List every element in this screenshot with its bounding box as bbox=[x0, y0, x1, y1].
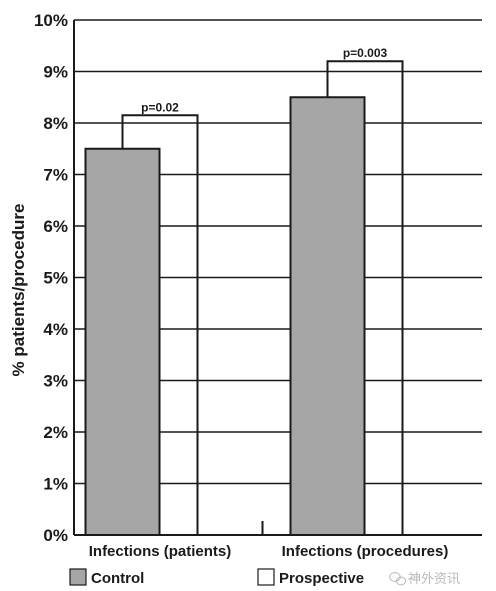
x-category-labels: Infections (patients) Infections (procedu… bbox=[89, 543, 449, 560]
legend-label-control: Control bbox=[91, 570, 144, 587]
p-value-label: p=0.003 bbox=[343, 46, 388, 60]
y-tick-label: 5% bbox=[43, 269, 68, 288]
y-axis-label: % patients/procedure bbox=[9, 204, 28, 377]
legend: Control Prospective bbox=[69, 568, 364, 587]
axes bbox=[73, 20, 482, 536]
y-tick-label: 4% bbox=[43, 320, 68, 339]
y-tick-label: 10% bbox=[34, 11, 68, 30]
watermark: 神外资讯 bbox=[389, 572, 460, 587]
y-tick-label: 3% bbox=[43, 372, 68, 391]
legend-swatch-control bbox=[69, 568, 87, 586]
x-category-label: Infections (patients) bbox=[89, 543, 232, 560]
significance-bracket bbox=[121, 114, 199, 535]
y-tick-label: 2% bbox=[43, 423, 68, 442]
significance-bracket bbox=[326, 60, 404, 535]
y-tick-label: 9% bbox=[43, 63, 68, 82]
y-tick-label: 1% bbox=[43, 475, 68, 494]
wechat-icon bbox=[389, 572, 407, 586]
significance-annotations: p=0.02 p=0.003 bbox=[121, 46, 404, 535]
bars bbox=[84, 96, 366, 536]
watermark-text: 神外资讯 bbox=[408, 572, 460, 587]
y-tick-label: 6% bbox=[43, 217, 68, 236]
y-tick-label: 0% bbox=[43, 526, 68, 545]
p-value-label: p=0.02 bbox=[141, 100, 179, 114]
x-category-label: Infections (procedures) bbox=[282, 543, 449, 560]
y-tick-label: 7% bbox=[43, 166, 68, 185]
legend-swatch-prospective bbox=[257, 568, 275, 586]
y-tick-labels: 0% 1% 2% 3% 4% 5% 6% 7% 8% 9% 10% bbox=[34, 11, 68, 545]
legend-label-prospective: Prospective bbox=[279, 570, 364, 587]
y-tick-label: 8% bbox=[43, 114, 68, 133]
bar-control-0 bbox=[84, 147, 161, 536]
bar-control-1 bbox=[289, 96, 366, 536]
